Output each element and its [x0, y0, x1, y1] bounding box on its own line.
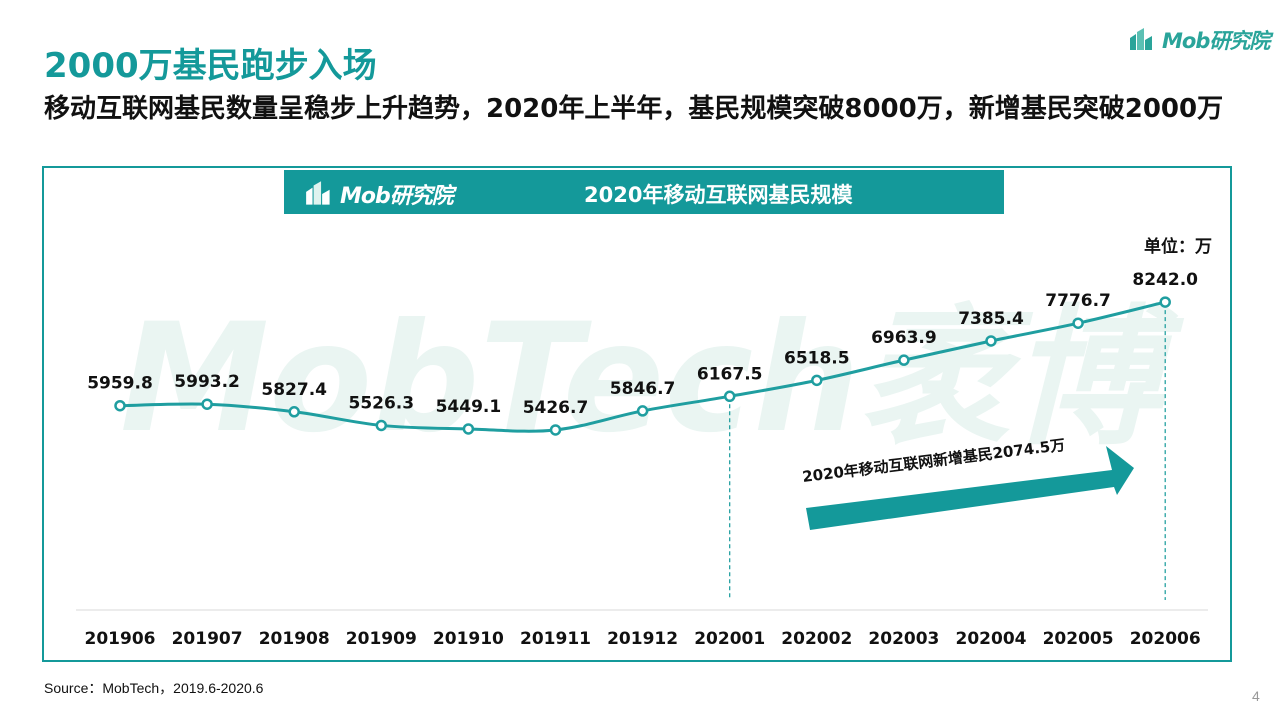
data-point — [811, 374, 823, 387]
x-tick-label: 201912 — [607, 629, 678, 649]
reference-lines — [729, 310, 1166, 600]
data-label: 7385.4 — [958, 309, 1024, 329]
banner-logo-text: Mob研究院 — [340, 184, 454, 209]
data-point — [1072, 317, 1084, 329]
unit-label: 单位：万 — [1144, 237, 1212, 257]
data-label: 6963.9 — [871, 328, 937, 348]
x-tick-label: 201910 — [433, 629, 504, 649]
x-tick-label: 202004 — [956, 629, 1027, 649]
data-point — [1159, 296, 1171, 308]
x-tick-label: 201906 — [85, 629, 156, 649]
data-point — [985, 335, 997, 347]
mob-logo: Mob研究院 — [1128, 26, 1270, 54]
chart-title-banner: Mob研究院 2020年移动互联网基民规模 — [284, 170, 1004, 214]
data-label: 8242.0 — [1132, 270, 1198, 290]
x-tick-label: 202005 — [1043, 629, 1114, 649]
data-point — [723, 390, 736, 403]
data-label: 5959.8 — [87, 374, 153, 394]
data-label: 5993.2 — [174, 372, 240, 392]
x-tick-label: 202002 — [781, 629, 852, 649]
x-tick-label: 201909 — [346, 629, 417, 649]
data-point — [549, 424, 562, 436]
data-label: 5827.4 — [261, 380, 327, 400]
x-tick-label: 202006 — [1130, 629, 1201, 649]
data-label: 6518.5 — [784, 348, 850, 368]
watermark: MobTech袤博 — [120, 292, 1185, 466]
data-point — [898, 354, 910, 366]
data-label: 5449.1 — [436, 397, 502, 417]
data-label: 5426.7 — [523, 398, 589, 418]
growth-arrow — [806, 446, 1134, 530]
chart-frame — [42, 166, 1232, 662]
page-title: 2000万基民跑步入场 — [44, 46, 377, 86]
page-number: 4 — [1252, 688, 1260, 704]
data-label: 7776.7 — [1045, 291, 1111, 311]
chart-title: 2020年移动互联网基民规模 — [584, 183, 853, 207]
source-note: Source：MobTech，2019.6-2020.6 — [44, 680, 264, 696]
data-label: 5846.7 — [610, 379, 676, 399]
data-point — [288, 406, 300, 418]
data-labels: 5959.8 5993.2 5827.4 5526.3 5449.1 5426.7 5846… — [87, 270, 1198, 418]
logo-icon — [306, 181, 330, 205]
x-tick-label: 201907 — [172, 629, 243, 649]
data-label: 5526.3 — [348, 393, 414, 413]
data-point — [375, 419, 388, 432]
logo-icon — [1130, 28, 1152, 50]
subtitle: 移动互联网基民数量呈稳步上升趋势，2020年上半年，基民规模突破8000万，新增… — [44, 94, 1224, 124]
x-tick-label: 202001 — [694, 629, 765, 649]
logo-text: Mob研究院 — [1162, 29, 1270, 53]
x-tick-label: 201911 — [520, 629, 591, 649]
data-point — [114, 399, 126, 412]
x-tick-labels: 201906 201907 201908 201909 201910 201911 2019… — [85, 629, 1201, 649]
data-point — [201, 398, 213, 410]
data-point — [636, 405, 649, 417]
data-label: 6167.5 — [697, 364, 763, 384]
banner-logo: Mob研究院 — [304, 178, 454, 210]
x-tick-label: 202003 — [868, 629, 939, 649]
x-tick-label: 201908 — [259, 629, 330, 649]
data-points — [114, 296, 1171, 436]
data-point — [462, 423, 475, 435]
